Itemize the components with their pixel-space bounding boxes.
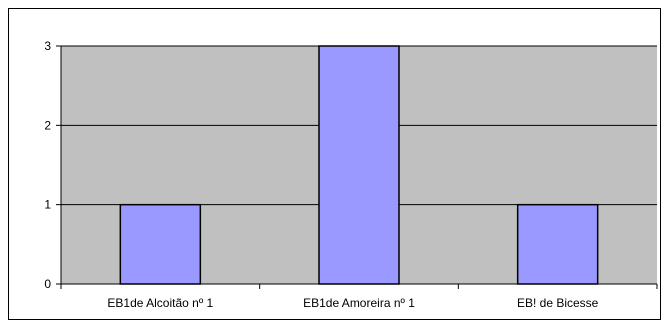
y-tick-label: 3 <box>44 39 51 53</box>
chart-frame: 0 1 2 3 EB1de Alcoitão nº 1 EB1de Amoreira n… <box>8 8 661 320</box>
y-tick-labels: 0 1 2 3 <box>44 39 61 291</box>
x-tick-labels: EB1de Alcoitão nº 1 EB1de Amoreira nº 1 EB… <box>60 284 658 310</box>
bar-chart: 0 1 2 3 EB1de Alcoitão nº 1 EB1de Amoreira n… <box>44 39 658 310</box>
x-tick-label: EB1de Amoreira nº 1 <box>303 296 415 310</box>
bar <box>119 203 202 285</box>
y-tick-label: 1 <box>44 198 51 212</box>
x-tick-label: EB! de Bicesse <box>517 296 599 310</box>
bars <box>119 45 599 285</box>
bar <box>318 45 400 285</box>
y-tick-label: 0 <box>44 277 51 291</box>
bar <box>516 203 599 285</box>
y-tick-label: 2 <box>44 118 51 132</box>
x-tick-label: EB1de Alcoitão nº 1 <box>107 296 213 310</box>
